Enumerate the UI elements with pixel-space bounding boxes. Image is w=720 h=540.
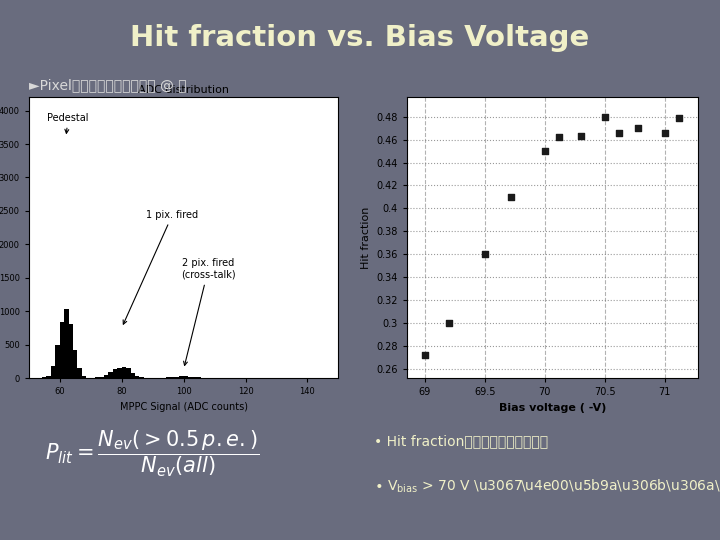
Bar — [197, 377, 202, 378]
Bar — [99, 376, 104, 378]
Bar — [113, 369, 117, 378]
Bar — [55, 346, 60, 378]
Bar — [126, 368, 130, 378]
Point — [419, 351, 431, 360]
Bar — [51, 366, 55, 378]
Bar — [175, 377, 179, 378]
Point — [479, 250, 490, 259]
Point — [539, 147, 551, 156]
Text: $P_{lit} = \dfrac{N_{ev}(> 0.5\,p.e.)}{N_{ev}(all)}$: $P_{lit} = \dfrac{N_{ev}(> 0.5\,p.e.)}{N… — [45, 429, 260, 478]
X-axis label: MPPC Signal (ADC counts): MPPC Signal (ADC counts) — [120, 402, 248, 411]
Bar — [171, 377, 175, 378]
Bar — [60, 322, 64, 378]
Bar — [179, 376, 184, 378]
Bar — [188, 376, 192, 378]
Bar — [166, 377, 171, 378]
Point — [575, 132, 587, 140]
Bar — [42, 377, 47, 378]
Point — [599, 112, 611, 121]
Bar — [104, 375, 109, 378]
Bar — [184, 376, 188, 378]
Bar — [192, 377, 197, 378]
Bar — [109, 372, 113, 378]
Text: Hit fraction vs. Bias Voltage: Hit fraction vs. Bias Voltage — [130, 24, 590, 52]
Text: • Hit fractionはバイアス電圧に依存: • Hit fractionはバイアス電圧に依存 — [374, 435, 549, 449]
Text: Pedestal: Pedestal — [48, 113, 89, 133]
Point — [443, 319, 454, 327]
X-axis label: Bias voltage ( -V): Bias voltage ( -V) — [499, 403, 606, 413]
Point — [554, 133, 565, 141]
Point — [505, 193, 517, 201]
Bar — [68, 324, 73, 378]
Y-axis label: Hit fraction: Hit fraction — [361, 206, 371, 269]
Bar — [122, 367, 126, 378]
Point — [613, 129, 625, 137]
Bar — [130, 373, 135, 378]
Text: ►Pixelの中央にレーザー照射 @ 室: ►Pixelの中央にレーザー照射 @ 室 — [29, 78, 186, 92]
Bar — [64, 309, 68, 378]
Bar — [73, 350, 78, 378]
Bar — [82, 376, 86, 378]
Bar — [78, 368, 82, 378]
Bar — [95, 377, 99, 378]
Bar — [47, 376, 51, 378]
Title: ADC distribution: ADC distribution — [138, 85, 229, 95]
Text: 2 pix. fired
(cross-talk): 2 pix. fired (cross-talk) — [181, 258, 235, 366]
Bar — [117, 368, 122, 378]
Bar — [140, 377, 144, 378]
Point — [633, 124, 644, 132]
Text: $\bullet$ V$_{\rm bias}$ > 70 V \u3067\u4e00\u5b9a\u306b\u306a\u308b: $\bullet$ V$_{\rm bias}$ > 70 V \u3067\u… — [374, 478, 720, 495]
Bar — [135, 376, 140, 378]
Point — [659, 129, 670, 137]
Point — [673, 113, 685, 122]
Text: 1 pix. fired: 1 pix. fired — [123, 210, 199, 324]
